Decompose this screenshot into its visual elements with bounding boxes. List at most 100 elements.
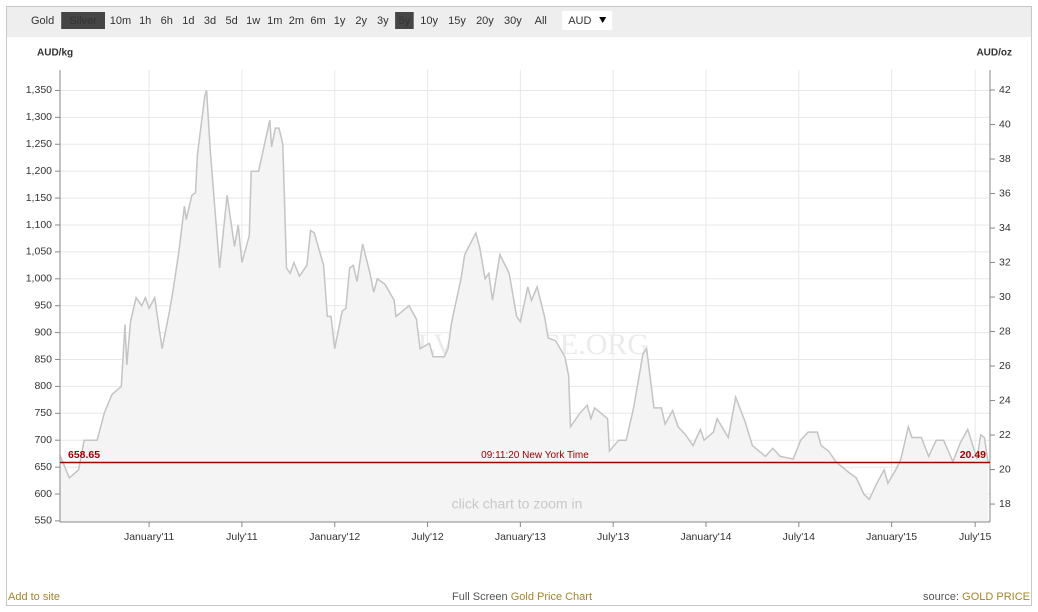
range-button[interactable]: 1m: [267, 15, 282, 27]
add-to-site[interactable]: Add to site: [8, 591, 60, 603]
source-prefix: source:: [923, 591, 960, 603]
y2-tick-label: 26: [999, 360, 1011, 372]
y-tick-label: 1,250: [26, 138, 52, 150]
button-label[interactable]: Silver: [69, 15, 97, 27]
range-button[interactable]: 6h: [161, 15, 173, 27]
range-button[interactable]: 2m: [289, 15, 304, 27]
range-button[interactable]: 6m: [310, 15, 325, 27]
y-tick-label: 1,100: [26, 219, 52, 231]
range-button[interactable]: 10y: [420, 15, 438, 27]
x-tick-label: January'15: [866, 531, 917, 543]
button-label[interactable]: 1h: [139, 15, 151, 27]
range-button[interactable]: 15y: [448, 15, 466, 27]
current-time: 09:11:20 New York Time: [481, 450, 589, 461]
button-label[interactable]: 6h: [161, 15, 173, 27]
button-label[interactable]: 1w: [246, 15, 260, 27]
zoom-hint: click chart to zoom in: [452, 496, 583, 512]
button-label[interactable]: 2m: [289, 15, 304, 27]
full-screen-link[interactable]: Gold Price Chart: [510, 591, 593, 603]
y-tick-label: 1,050: [26, 246, 52, 258]
x-tick-label: July'12: [411, 531, 444, 543]
x-tick-label: July'13: [597, 531, 630, 543]
source-link[interactable]: GOLD PRICE: [962, 591, 1030, 603]
y2-tick-label: 30: [999, 291, 1011, 303]
y-tick-label: 1,150: [26, 192, 52, 204]
range-button[interactable]: 1y: [334, 15, 346, 27]
button-label[interactable]: 1d: [182, 15, 194, 27]
range-button[interactable]: 10m: [110, 15, 131, 27]
button-label[interactable]: 5y: [399, 15, 411, 27]
y2-tick-label: 32: [999, 256, 1011, 268]
button-label[interactable]: 10y: [420, 15, 438, 27]
y-axis-label: AUD/kg: [37, 48, 73, 59]
range-button[interactable]: All: [535, 15, 547, 27]
range-button[interactable]: 1w: [246, 15, 260, 27]
button-label[interactable]: 3y: [377, 15, 389, 27]
button-label[interactable]: Gold: [31, 15, 54, 27]
y-tick-label: 550: [34, 515, 52, 527]
x-tick-label: July'15: [959, 531, 992, 543]
range-button[interactable]: 2y: [355, 15, 367, 27]
y2-tick-label: 40: [999, 118, 1011, 130]
y-tick-label: 800: [34, 380, 52, 392]
range-button[interactable]: 5y: [395, 12, 414, 29]
y2-tick-label: 20: [999, 463, 1011, 475]
button-label[interactable]: 10m: [110, 15, 131, 27]
source: source: GOLD PRICE: [923, 591, 1030, 603]
button-label[interactable]: 1y: [334, 15, 346, 27]
toolbar: [7, 7, 1031, 37]
button-label[interactable]: 1m: [267, 15, 282, 27]
button-label[interactable]: All: [535, 15, 547, 27]
y-tick-label: 1,300: [26, 111, 52, 123]
button-label[interactable]: 6m: [310, 15, 325, 27]
y2-tick-label: 24: [999, 394, 1011, 406]
x-tick-label: July'11: [226, 531, 258, 543]
y-tick-label: 950: [34, 299, 52, 311]
y2-tick-label: 42: [999, 84, 1011, 96]
currency-select[interactable]: AUD: [562, 11, 613, 30]
range-button[interactable]: 1h: [139, 15, 151, 27]
y2-tick-label: 28: [999, 325, 1011, 337]
x-tick-label: July'14: [783, 531, 816, 543]
y2-tick-label: 18: [999, 498, 1011, 510]
y-tick-label: 750: [34, 407, 52, 419]
current-price-label: 658.65: [68, 449, 100, 461]
button-bg: [61, 12, 105, 29]
y2-tick-label: 22: [999, 429, 1011, 441]
range-button[interactable]: Gold: [31, 15, 54, 27]
full-screen[interactable]: Full Screen Gold Price Chart: [452, 591, 592, 603]
y-tick-label: 700: [34, 434, 52, 446]
button-label[interactable]: 15y: [448, 15, 466, 27]
button-label[interactable]: 5d: [225, 15, 237, 27]
range-button[interactable]: Silver: [61, 12, 105, 29]
y-tick-label: 650: [34, 461, 52, 473]
add-to-site-link[interactable]: Add to site: [8, 591, 60, 603]
button-label[interactable]: 20y: [476, 15, 494, 27]
select-arrow: [599, 17, 607, 23]
y-tick-label: 1,000: [26, 273, 52, 285]
y2-tick-label: 38: [999, 153, 1011, 165]
current-price-oz-label: 20.49: [960, 449, 986, 461]
select-value[interactable]: AUD: [568, 15, 591, 27]
range-button[interactable]: 20y: [476, 15, 494, 27]
button-bg: [395, 12, 414, 29]
x-tick-label: January'14: [680, 531, 731, 543]
range-button[interactable]: 1d: [182, 15, 194, 27]
range-button[interactable]: 30y: [504, 15, 522, 27]
range-button[interactable]: 3d: [204, 15, 216, 27]
select-bg: [562, 11, 613, 30]
range-button[interactable]: 3y: [377, 15, 389, 27]
button-label[interactable]: 30y: [504, 15, 522, 27]
button-label[interactable]: 3d: [204, 15, 216, 27]
button-label[interactable]: 2y: [355, 15, 367, 27]
range-button[interactable]: 5d: [225, 15, 237, 27]
full-screen-prefix: Full Screen: [452, 591, 508, 603]
x-tick-label: January'12: [309, 531, 360, 543]
x-tick-label: January'13: [495, 531, 546, 543]
y-tick-label: 850: [34, 353, 52, 365]
y2-tick-label: 36: [999, 187, 1011, 199]
y-tick-label: 900: [34, 326, 52, 338]
y2-axis-label: AUD/oz: [976, 48, 1012, 59]
x-tick-label: January'11: [124, 531, 174, 543]
